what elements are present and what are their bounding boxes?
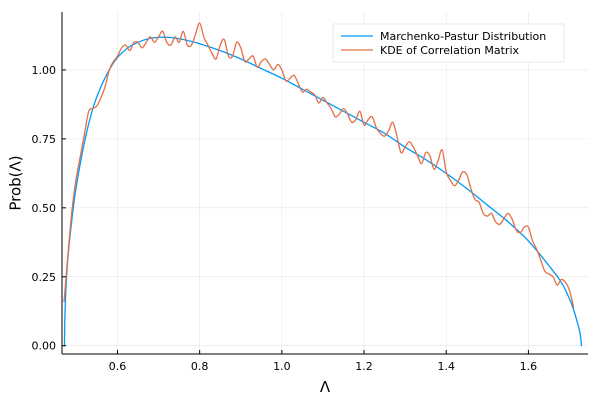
y-tick-label-1: 0.25 bbox=[32, 271, 57, 284]
x-tick-label-3: 1.2 bbox=[355, 360, 373, 373]
x-axis-title: Λ bbox=[320, 378, 331, 396]
axes: 0.6 0.8 1.0 1.2 1.4 1.6 0.00 0.25 0.50 0.75 1.00 bbox=[32, 12, 588, 373]
x-tick-label-4: 1.4 bbox=[437, 360, 455, 373]
x-tick-label-5: 1.6 bbox=[520, 360, 538, 373]
plot-area bbox=[63, 22, 583, 347]
legend: Marchenko-Pastur Distribution KDE of Cor… bbox=[332, 23, 565, 63]
y-tick-label-3: 0.75 bbox=[32, 133, 57, 146]
x-tick-label-1: 0.8 bbox=[191, 360, 209, 373]
y-axis-title: Prob(Λ) bbox=[7, 155, 25, 210]
x-tick-label-0: 0.6 bbox=[109, 360, 127, 373]
y-tick-label-4: 1.00 bbox=[32, 64, 57, 77]
legend-label-marchenko-pastur: Marchenko-Pastur Distribution bbox=[380, 30, 546, 43]
y-tick-label-0: 0.00 bbox=[32, 340, 57, 353]
series-kde-line bbox=[63, 22, 575, 308]
y-tick-label-2: 0.50 bbox=[32, 202, 57, 215]
x-tick-label-2: 1.0 bbox=[273, 360, 291, 373]
legend-box bbox=[332, 23, 565, 63]
legend-label-kde: KDE of Correlation Matrix bbox=[380, 44, 520, 57]
